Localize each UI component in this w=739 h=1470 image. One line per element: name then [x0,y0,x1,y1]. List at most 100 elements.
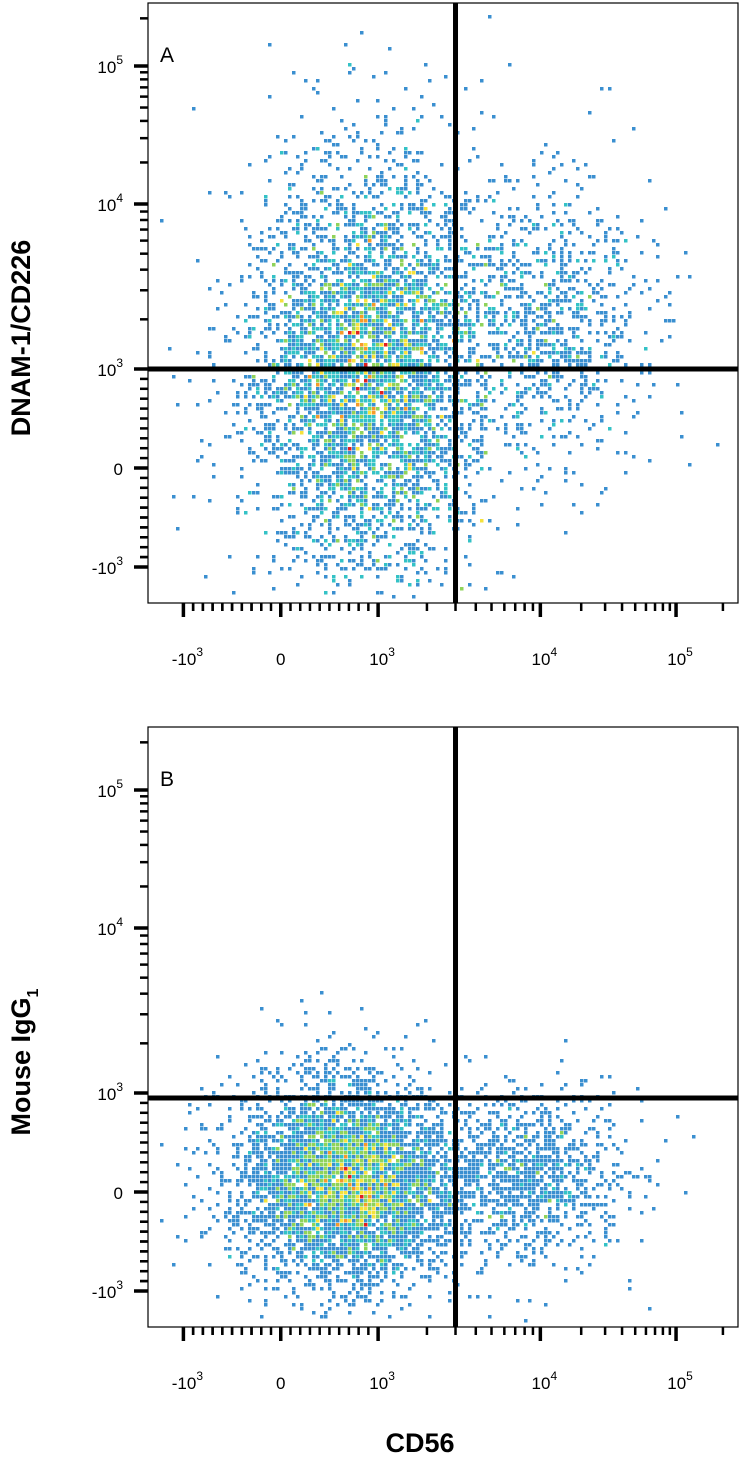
event-point [464,383,468,387]
event-point [392,243,396,247]
event-point [304,291,308,295]
event-point [516,411,520,415]
event-point [512,215,516,219]
event-point [548,351,552,355]
event-point [500,259,504,263]
event-point [260,403,264,407]
event-point [464,511,468,515]
event-point [388,1123,392,1127]
event-point [436,239,440,243]
event-point [316,383,320,387]
event-point [400,435,404,439]
event-point [584,259,588,263]
event-point [532,175,536,179]
panel-a-y-tick-label: -103 [92,554,124,578]
event-point [248,263,252,267]
event-point [508,351,512,355]
event-point [288,387,292,391]
event-point [372,427,376,431]
event-point [256,359,260,363]
event-point [544,331,548,335]
event-point [472,331,476,335]
event-point [344,295,348,299]
event-point [480,467,484,471]
event-point [412,1059,416,1063]
event-point [508,371,512,375]
event-point [584,351,588,355]
event-point [268,439,272,443]
event-point [352,307,356,311]
event-point [380,427,384,431]
event-point [360,287,364,291]
event-point [316,1159,320,1163]
event-point [328,1139,332,1143]
event-point [340,271,344,275]
event-point [532,163,536,167]
event-point [536,451,540,455]
event-point [344,1151,348,1155]
event-point [344,303,348,307]
event-point [492,331,496,335]
event-point [228,339,232,343]
event-point [444,1155,448,1159]
event-point [520,355,524,359]
event-point [224,191,228,195]
event-point [276,323,280,327]
event-point [332,379,336,383]
event-point [648,307,652,311]
event-point [544,311,548,315]
event-point [520,219,524,223]
event-point [556,295,560,299]
event-point [272,451,276,455]
event-point [312,267,316,271]
event-point [348,491,352,495]
event-point [400,343,404,347]
event-point [400,351,404,355]
event-point [344,1075,348,1079]
event-point [560,311,564,315]
event-point [300,327,304,331]
event-point [424,471,428,475]
event-point [296,339,300,343]
event-point [532,375,536,379]
event-point [268,395,272,399]
event-point [392,495,396,499]
event-point [372,299,376,303]
event-point [272,235,276,239]
event-point [432,271,436,275]
event-point [276,439,280,443]
event-point [292,351,296,355]
event-point [420,487,424,491]
event-point [460,399,464,403]
event-point [196,1147,200,1151]
event-point [324,1131,328,1135]
event-point [316,339,320,343]
event-point [360,559,364,563]
event-point [360,1147,364,1151]
event-point [332,1067,336,1071]
event-point [524,443,528,447]
event-point [484,383,488,387]
event-point [400,379,404,383]
event-point [504,343,508,347]
event-point [324,547,328,551]
event-point [396,475,400,479]
event-point [416,427,420,431]
event-point [536,247,540,251]
event-point [500,235,504,239]
event-point [328,447,332,451]
event-point [376,311,380,315]
event-point [320,271,324,275]
event-point [320,175,324,179]
event-point [296,547,300,551]
event-point [404,455,408,459]
event-point [400,471,404,475]
event-point [360,271,364,275]
event-point [324,479,328,483]
event-point [256,483,260,487]
event-point [348,1067,352,1071]
event-point [424,1143,428,1147]
event-point [492,495,496,499]
event-point [512,335,516,339]
event-point [352,443,356,447]
